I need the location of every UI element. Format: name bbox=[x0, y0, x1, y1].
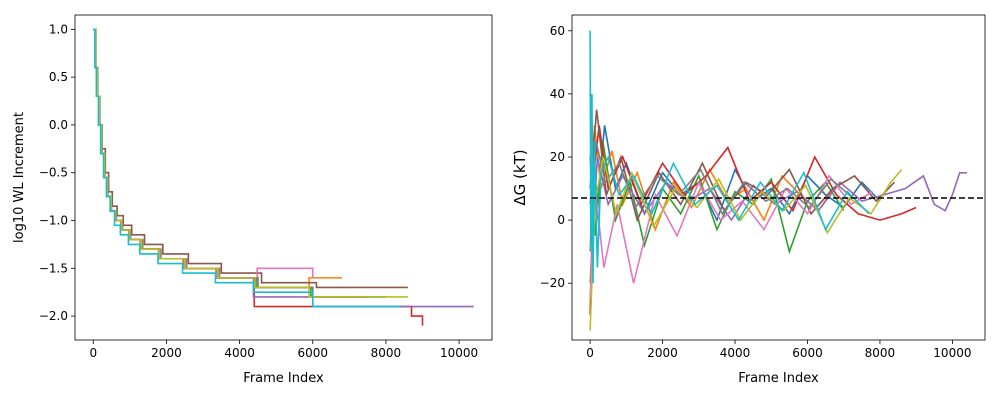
left-chart-lines bbox=[93, 28, 474, 326]
right-chart-x-tick-label: 8000 bbox=[865, 346, 896, 360]
right-chart-axes-frame bbox=[571, 14, 986, 341]
left-chart-y-tick-label: −0.5 bbox=[39, 166, 68, 180]
right-chart-series-line-9 bbox=[589, 156, 903, 331]
right-chart-y-tick-label: 40 bbox=[550, 87, 565, 101]
right-chart-series-line-10 bbox=[589, 30, 870, 284]
left-chart-wl-increment: 0 2000 4000 6000 8000 10000 1.0 0.5 0.0 −0.5 −1.0… bbox=[12, 14, 493, 386]
left-chart-y-tick-label: 1.0 bbox=[49, 22, 68, 36]
left-chart-series-line-3 bbox=[93, 28, 353, 298]
left-chart-x-tick-label: 6000 bbox=[297, 346, 328, 360]
left-chart-series-line-8 bbox=[93, 28, 368, 298]
right-chart-y-ticks: 60 40 20 0 −20 bbox=[540, 24, 572, 290]
left-chart-x-tick-label: 10000 bbox=[440, 346, 478, 360]
left-chart-x-tick-label: 2000 bbox=[151, 346, 182, 360]
left-chart-x-axis-label: Frame Index bbox=[243, 371, 324, 386]
right-chart-x-tick-label: 4000 bbox=[720, 346, 751, 360]
left-chart-y-tick-label: 0.0 bbox=[49, 118, 68, 132]
right-chart-y-tick-label: 20 bbox=[550, 150, 565, 164]
left-chart-y-tick-label: −2.0 bbox=[39, 309, 68, 323]
right-chart-series-line-5 bbox=[589, 156, 967, 284]
right-chart-y-tick-label: −20 bbox=[540, 276, 565, 290]
right-chart-x-tick-label: 0 bbox=[586, 346, 594, 360]
right-chart-x-tick-label: 2000 bbox=[647, 346, 678, 360]
right-chart-lines bbox=[589, 30, 967, 331]
right-chart-y-axis-label: ΔG (kT) bbox=[511, 149, 529, 205]
left-chart-series-line-10 bbox=[93, 28, 401, 308]
left-chart-x-ticks: 0 2000 4000 6000 8000 10000 bbox=[89, 340, 478, 360]
left-chart-x-tick-label: 0 bbox=[89, 346, 97, 360]
right-chart-series-line-2 bbox=[589, 125, 838, 252]
left-chart-axes-frame bbox=[74, 14, 493, 341]
right-chart-x-ticks: 0 2000 4000 6000 8000 10000 bbox=[586, 340, 971, 360]
left-chart-x-tick-label: 4000 bbox=[224, 346, 255, 360]
left-chart-y-tick-label: −1.5 bbox=[39, 261, 68, 275]
left-chart-series-line-2 bbox=[93, 28, 343, 289]
right-chart-delta-g: 0 2000 4000 6000 8000 10000 60 40 20 0 −20 Frame … bbox=[511, 14, 986, 386]
right-chart-x-axis-label: Frame Index bbox=[738, 371, 819, 386]
right-chart-x-tick-label: 10000 bbox=[933, 346, 971, 360]
left-chart-series-line-7 bbox=[93, 28, 314, 279]
right-chart-series-line-8 bbox=[589, 141, 854, 216]
left-chart-series-line-9 bbox=[93, 28, 408, 298]
left-chart-y-tick-label: 0.5 bbox=[49, 70, 68, 84]
right-chart-y-tick-label: 0 bbox=[557, 213, 565, 227]
left-chart-series-line-5 bbox=[93, 28, 474, 308]
left-chart-y-ticks: 1.0 0.5 0.0 −0.5 −1.0 −1.5 −2.0 bbox=[39, 22, 75, 323]
left-chart-y-tick-label: −1.0 bbox=[39, 214, 68, 228]
right-chart-y-tick-label: 60 bbox=[550, 24, 565, 38]
left-chart-series-line-1 bbox=[93, 28, 386, 298]
right-chart-x-tick-label: 6000 bbox=[792, 346, 823, 360]
left-chart-y-axis-label: log10 WL Increment bbox=[12, 112, 27, 243]
left-chart-x-tick-label: 8000 bbox=[371, 346, 402, 360]
